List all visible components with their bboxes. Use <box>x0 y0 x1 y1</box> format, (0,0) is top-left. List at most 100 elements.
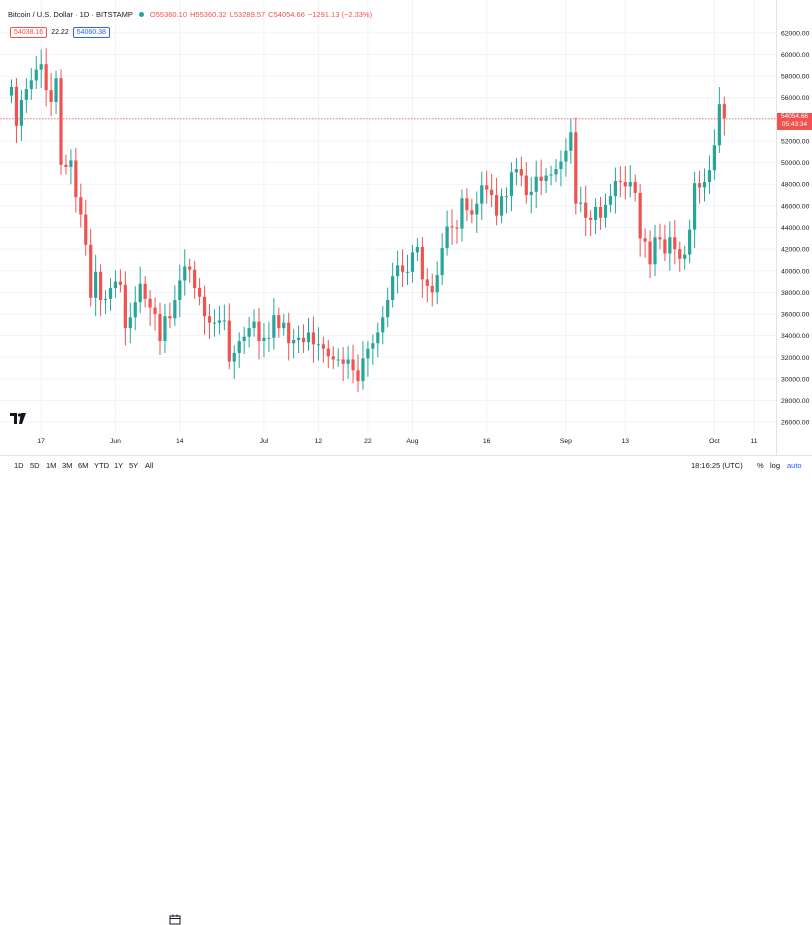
candle <box>430 273 434 307</box>
candle <box>693 172 697 249</box>
x-tick-label: 22 <box>364 438 372 445</box>
candle <box>539 159 543 196</box>
x-tick-label: 13 <box>622 438 630 445</box>
candle <box>99 264 103 317</box>
candle <box>668 221 672 271</box>
x-tick-label: Oct <box>709 438 720 445</box>
timeframe-5y[interactable]: 5Y <box>129 461 139 470</box>
candle <box>400 249 405 287</box>
candle <box>598 196 603 230</box>
candle <box>415 238 419 262</box>
candle <box>123 271 127 346</box>
candle <box>326 339 330 369</box>
y-tick-label: 52000.00 <box>781 138 810 145</box>
candle <box>306 317 311 351</box>
candle <box>460 189 464 242</box>
candle <box>485 170 489 204</box>
candle <box>519 156 523 187</box>
candle <box>425 268 429 303</box>
candle <box>391 262 395 308</box>
y-tick-label: 46000.00 <box>781 203 810 210</box>
symbol-title[interactable]: Bitcoin / U.S. Dollar · 1D · BITSTAMP <box>8 10 133 19</box>
percent-scale-toggle[interactable]: % <box>757 461 764 470</box>
timeframe-1m[interactable]: 1M <box>46 461 57 470</box>
timeframe-1d[interactable]: 1D <box>14 461 24 470</box>
candle <box>19 89 23 141</box>
candle <box>331 346 335 370</box>
candle <box>292 328 296 359</box>
calendar-range-icon[interactable] <box>169 914 181 925</box>
sell-button[interactable]: 54038.16 <box>10 27 48 38</box>
candle <box>113 270 118 298</box>
candle <box>64 154 68 175</box>
candle <box>202 285 207 335</box>
candle <box>128 302 132 344</box>
timeframe-all[interactable]: All <box>145 461 154 470</box>
candle <box>623 166 627 200</box>
candle <box>69 149 73 185</box>
y-tick-label: 62000.00 <box>781 30 810 37</box>
y-tick-label: 50000.00 <box>781 160 810 167</box>
price-chart-plot[interactable] <box>0 0 776 455</box>
clock-timezone[interactable]: 18:16:25 (UTC) <box>691 461 743 470</box>
candle <box>242 326 246 355</box>
candle <box>697 170 702 204</box>
candle <box>376 322 380 358</box>
x-tick-label: 16 <box>483 438 491 445</box>
x-tick-label: 12 <box>315 438 323 445</box>
tradingview-logo-icon[interactable] <box>10 413 26 425</box>
timeframe-5d[interactable]: 5D <box>30 461 40 470</box>
candle <box>608 183 613 213</box>
candle <box>470 199 474 224</box>
candle <box>405 254 410 285</box>
log-scale-toggle[interactable]: log <box>770 461 781 470</box>
candle <box>707 155 712 194</box>
price-axis[interactable]: 26000.00 28000.00 30000.00 32000.00 34000.00… <box>776 0 812 455</box>
candle <box>227 303 231 370</box>
candle <box>603 193 608 228</box>
timeframe-1y[interactable]: 1Y <box>114 461 124 470</box>
candle <box>188 258 192 283</box>
candle <box>158 302 162 356</box>
candle <box>717 87 721 153</box>
candle <box>163 303 167 353</box>
y-tick-label: 36000.00 <box>781 312 810 319</box>
auto-scale-toggle[interactable]: auto <box>787 461 802 470</box>
change-value: −1291.13 (−2.33%) <box>307 10 373 19</box>
candle <box>450 209 454 245</box>
candle <box>84 199 88 256</box>
candle <box>39 49 43 88</box>
candle <box>366 341 370 377</box>
y-tick-label: 38000.00 <box>781 290 810 297</box>
candle <box>282 313 286 336</box>
candle <box>613 167 617 214</box>
timeframe-6m[interactable]: 6M <box>78 461 89 470</box>
candle <box>103 290 108 315</box>
candle <box>509 162 514 212</box>
candle <box>628 164 632 198</box>
candle <box>351 344 355 384</box>
candle <box>465 188 469 222</box>
buy-button[interactable]: 54060.38 <box>72 27 110 38</box>
candle <box>688 219 692 264</box>
candle <box>14 78 19 144</box>
x-tick-label: Jul <box>260 438 269 445</box>
candle <box>648 230 652 279</box>
candle <box>277 307 281 338</box>
candle <box>252 309 256 337</box>
candle <box>9 79 14 104</box>
timeframe-ytd[interactable]: YTD <box>94 461 109 470</box>
time-axis[interactable]: 17 Jun 14 Jul 12 22 Aug 16 Sep 13 Oct 11 <box>0 433 776 455</box>
candle <box>435 261 439 305</box>
candle <box>173 285 177 326</box>
timeframe-3m[interactable]: 3M <box>62 461 73 470</box>
y-tick-label: 60000.00 <box>781 52 810 59</box>
candle <box>702 168 707 202</box>
y-tick-label: 26000.00 <box>781 420 810 427</box>
candle <box>633 174 637 202</box>
candle <box>74 148 78 213</box>
candle <box>301 324 306 353</box>
candle <box>420 237 424 298</box>
y-tick-label: 56000.00 <box>781 95 810 102</box>
candle <box>514 157 518 186</box>
